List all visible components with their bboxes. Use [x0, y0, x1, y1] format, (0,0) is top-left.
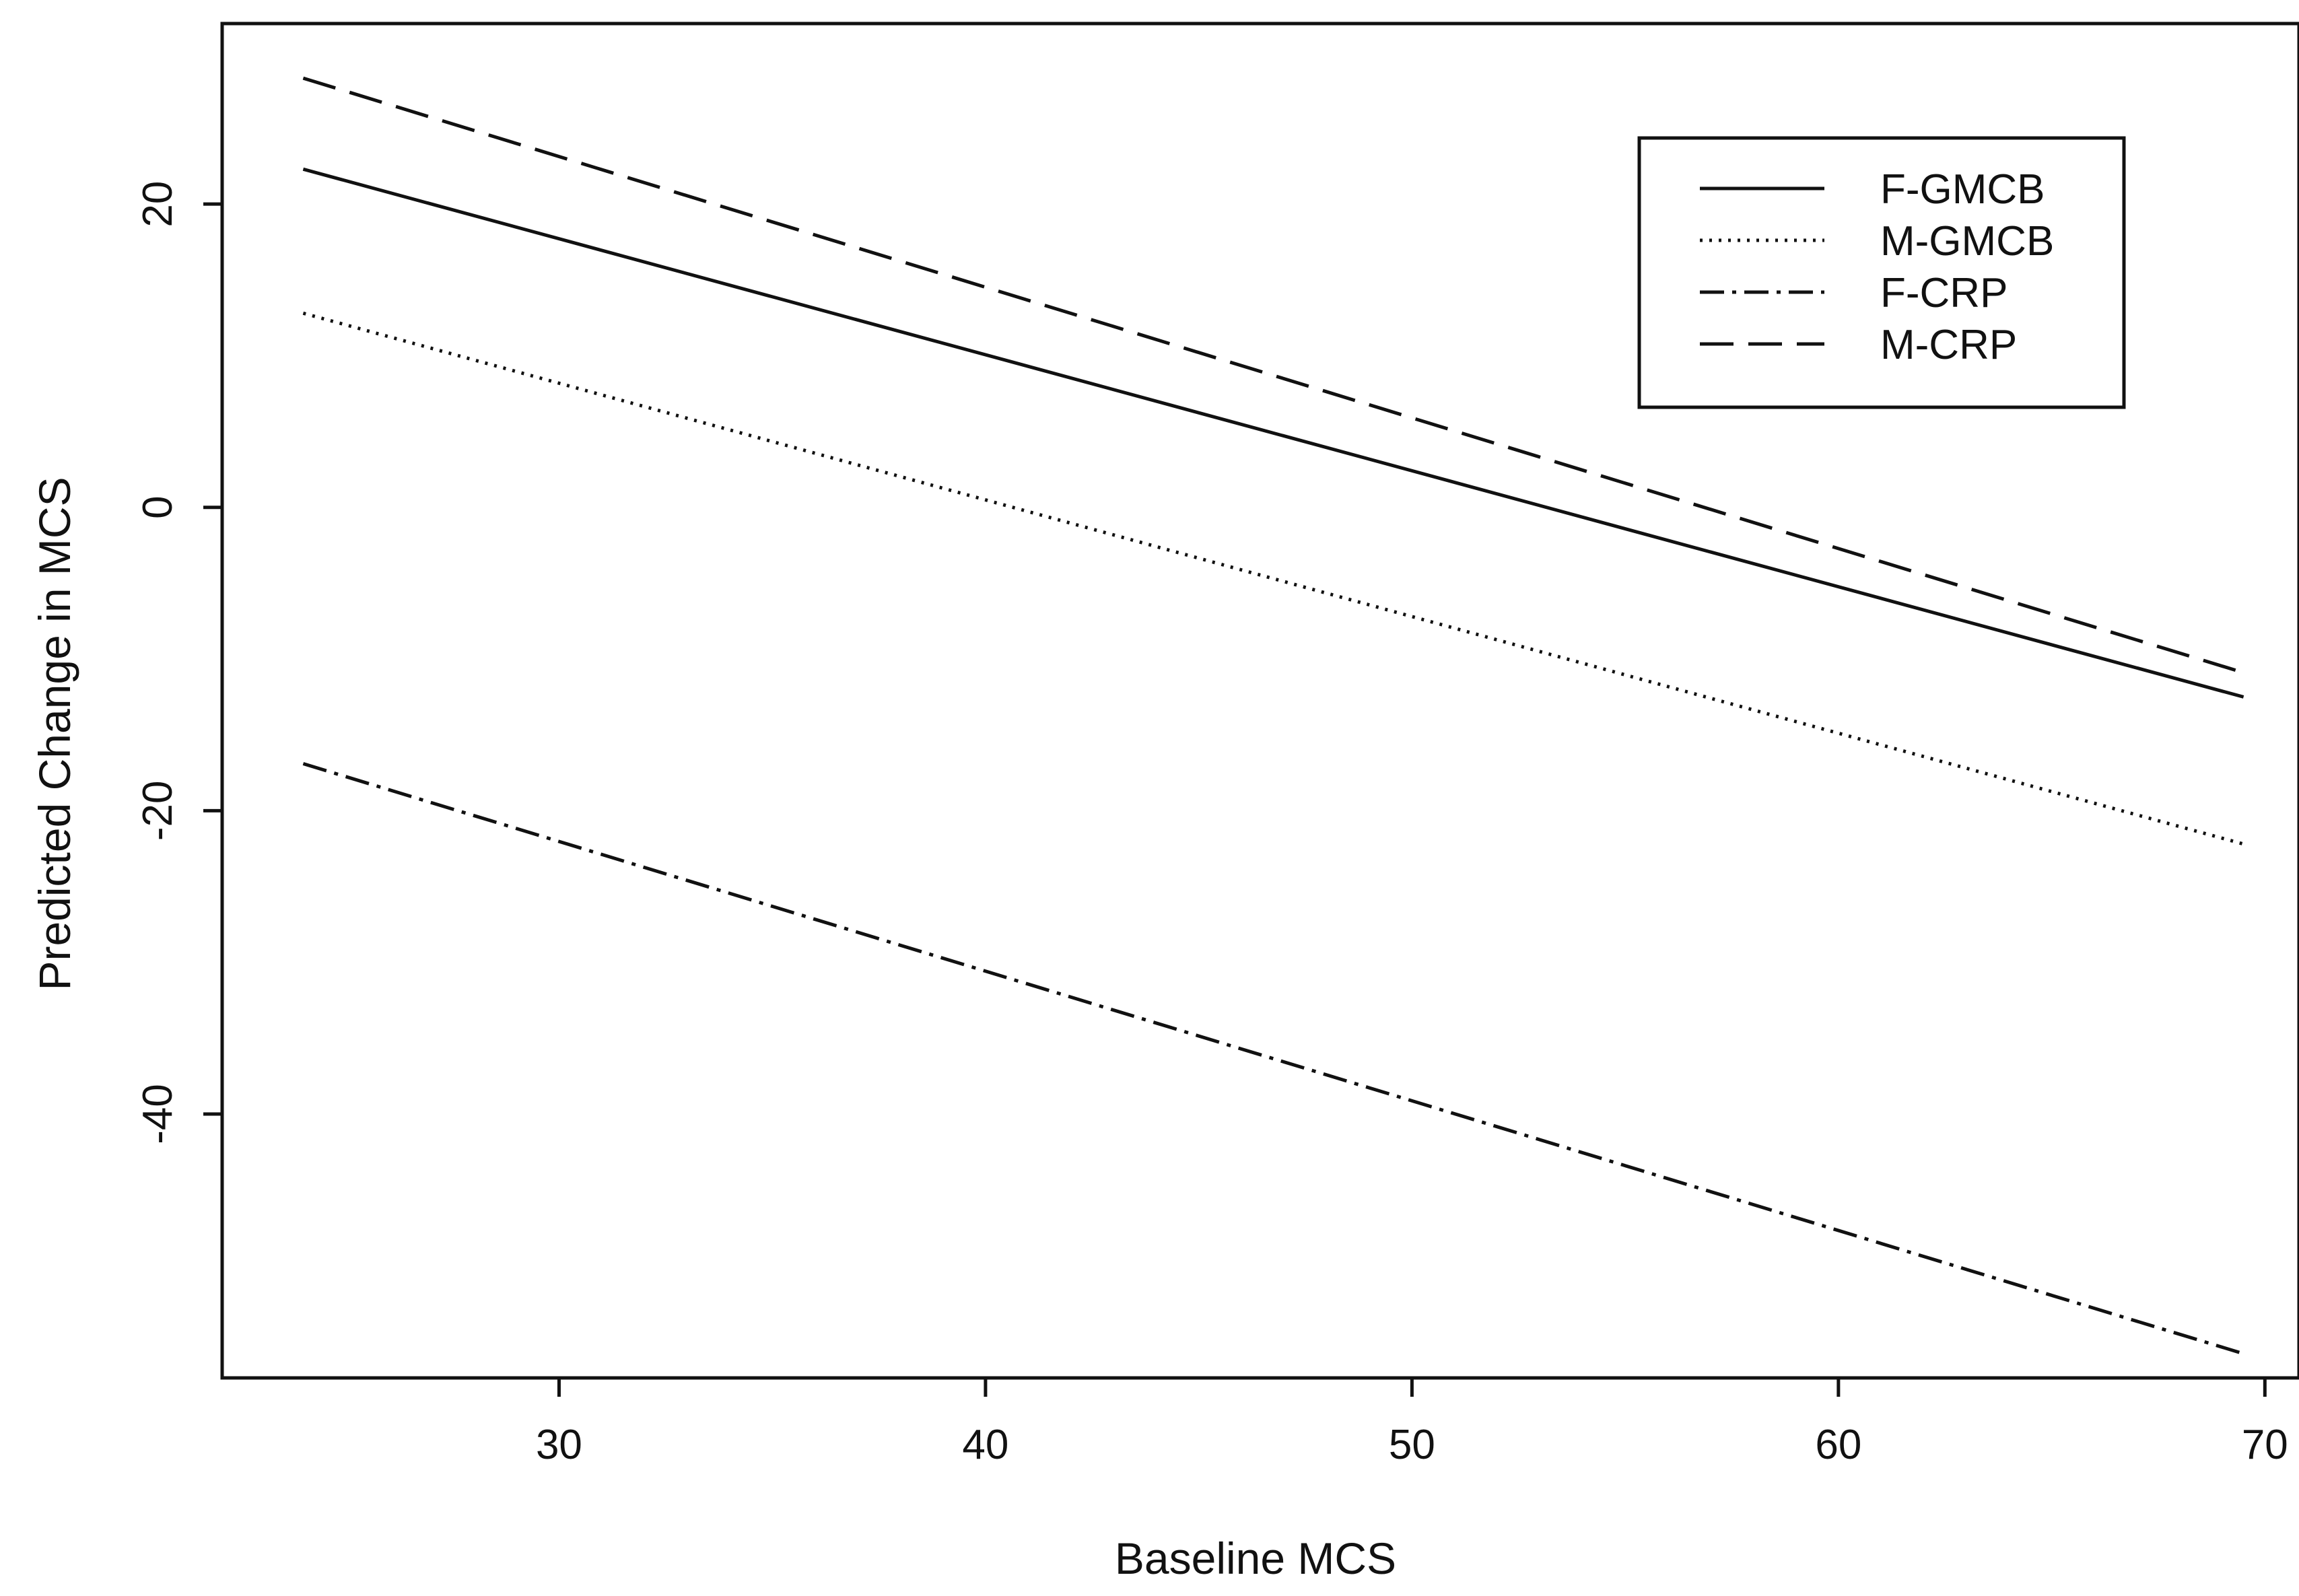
x-tick-label: 30 [536, 1422, 582, 1468]
legend-label: F-GMCB [1880, 166, 2045, 213]
y-axis-label: Predicted Change in MCS [30, 477, 79, 990]
legend-box [1637, 136, 2126, 409]
y-axis: -40 -20 0 20 [135, 181, 222, 1144]
y-tick-label: 0 [135, 495, 181, 518]
legend-label: F-CRP [1880, 270, 2008, 316]
y-tick-label: 20 [135, 181, 181, 228]
legend: F-GMCB M-GMCB F-CRP M-CRP [1637, 136, 2126, 409]
x-tick-label: 50 [1389, 1422, 1435, 1468]
x-tick-label: 40 [962, 1422, 1008, 1468]
x-axis-label: Baseline MCS [1115, 1533, 1396, 1583]
series-layer [302, 76, 2244, 1356]
legend-label: M-CRP [1880, 322, 2017, 368]
series-line-f-gmcb [302, 167, 2244, 699]
y-tick-label: -20 [135, 780, 181, 841]
x-tick-label: 70 [2242, 1422, 2288, 1468]
y-tick-label: -40 [135, 1084, 181, 1144]
x-axis: 30 40 50 60 70 [536, 1378, 2288, 1468]
plot-frame [220, 22, 2299, 1380]
legend-label: M-GMCB [1880, 218, 2054, 265]
series-line-f-crp [302, 762, 2244, 1356]
x-tick-label: 60 [1815, 1422, 1861, 1468]
